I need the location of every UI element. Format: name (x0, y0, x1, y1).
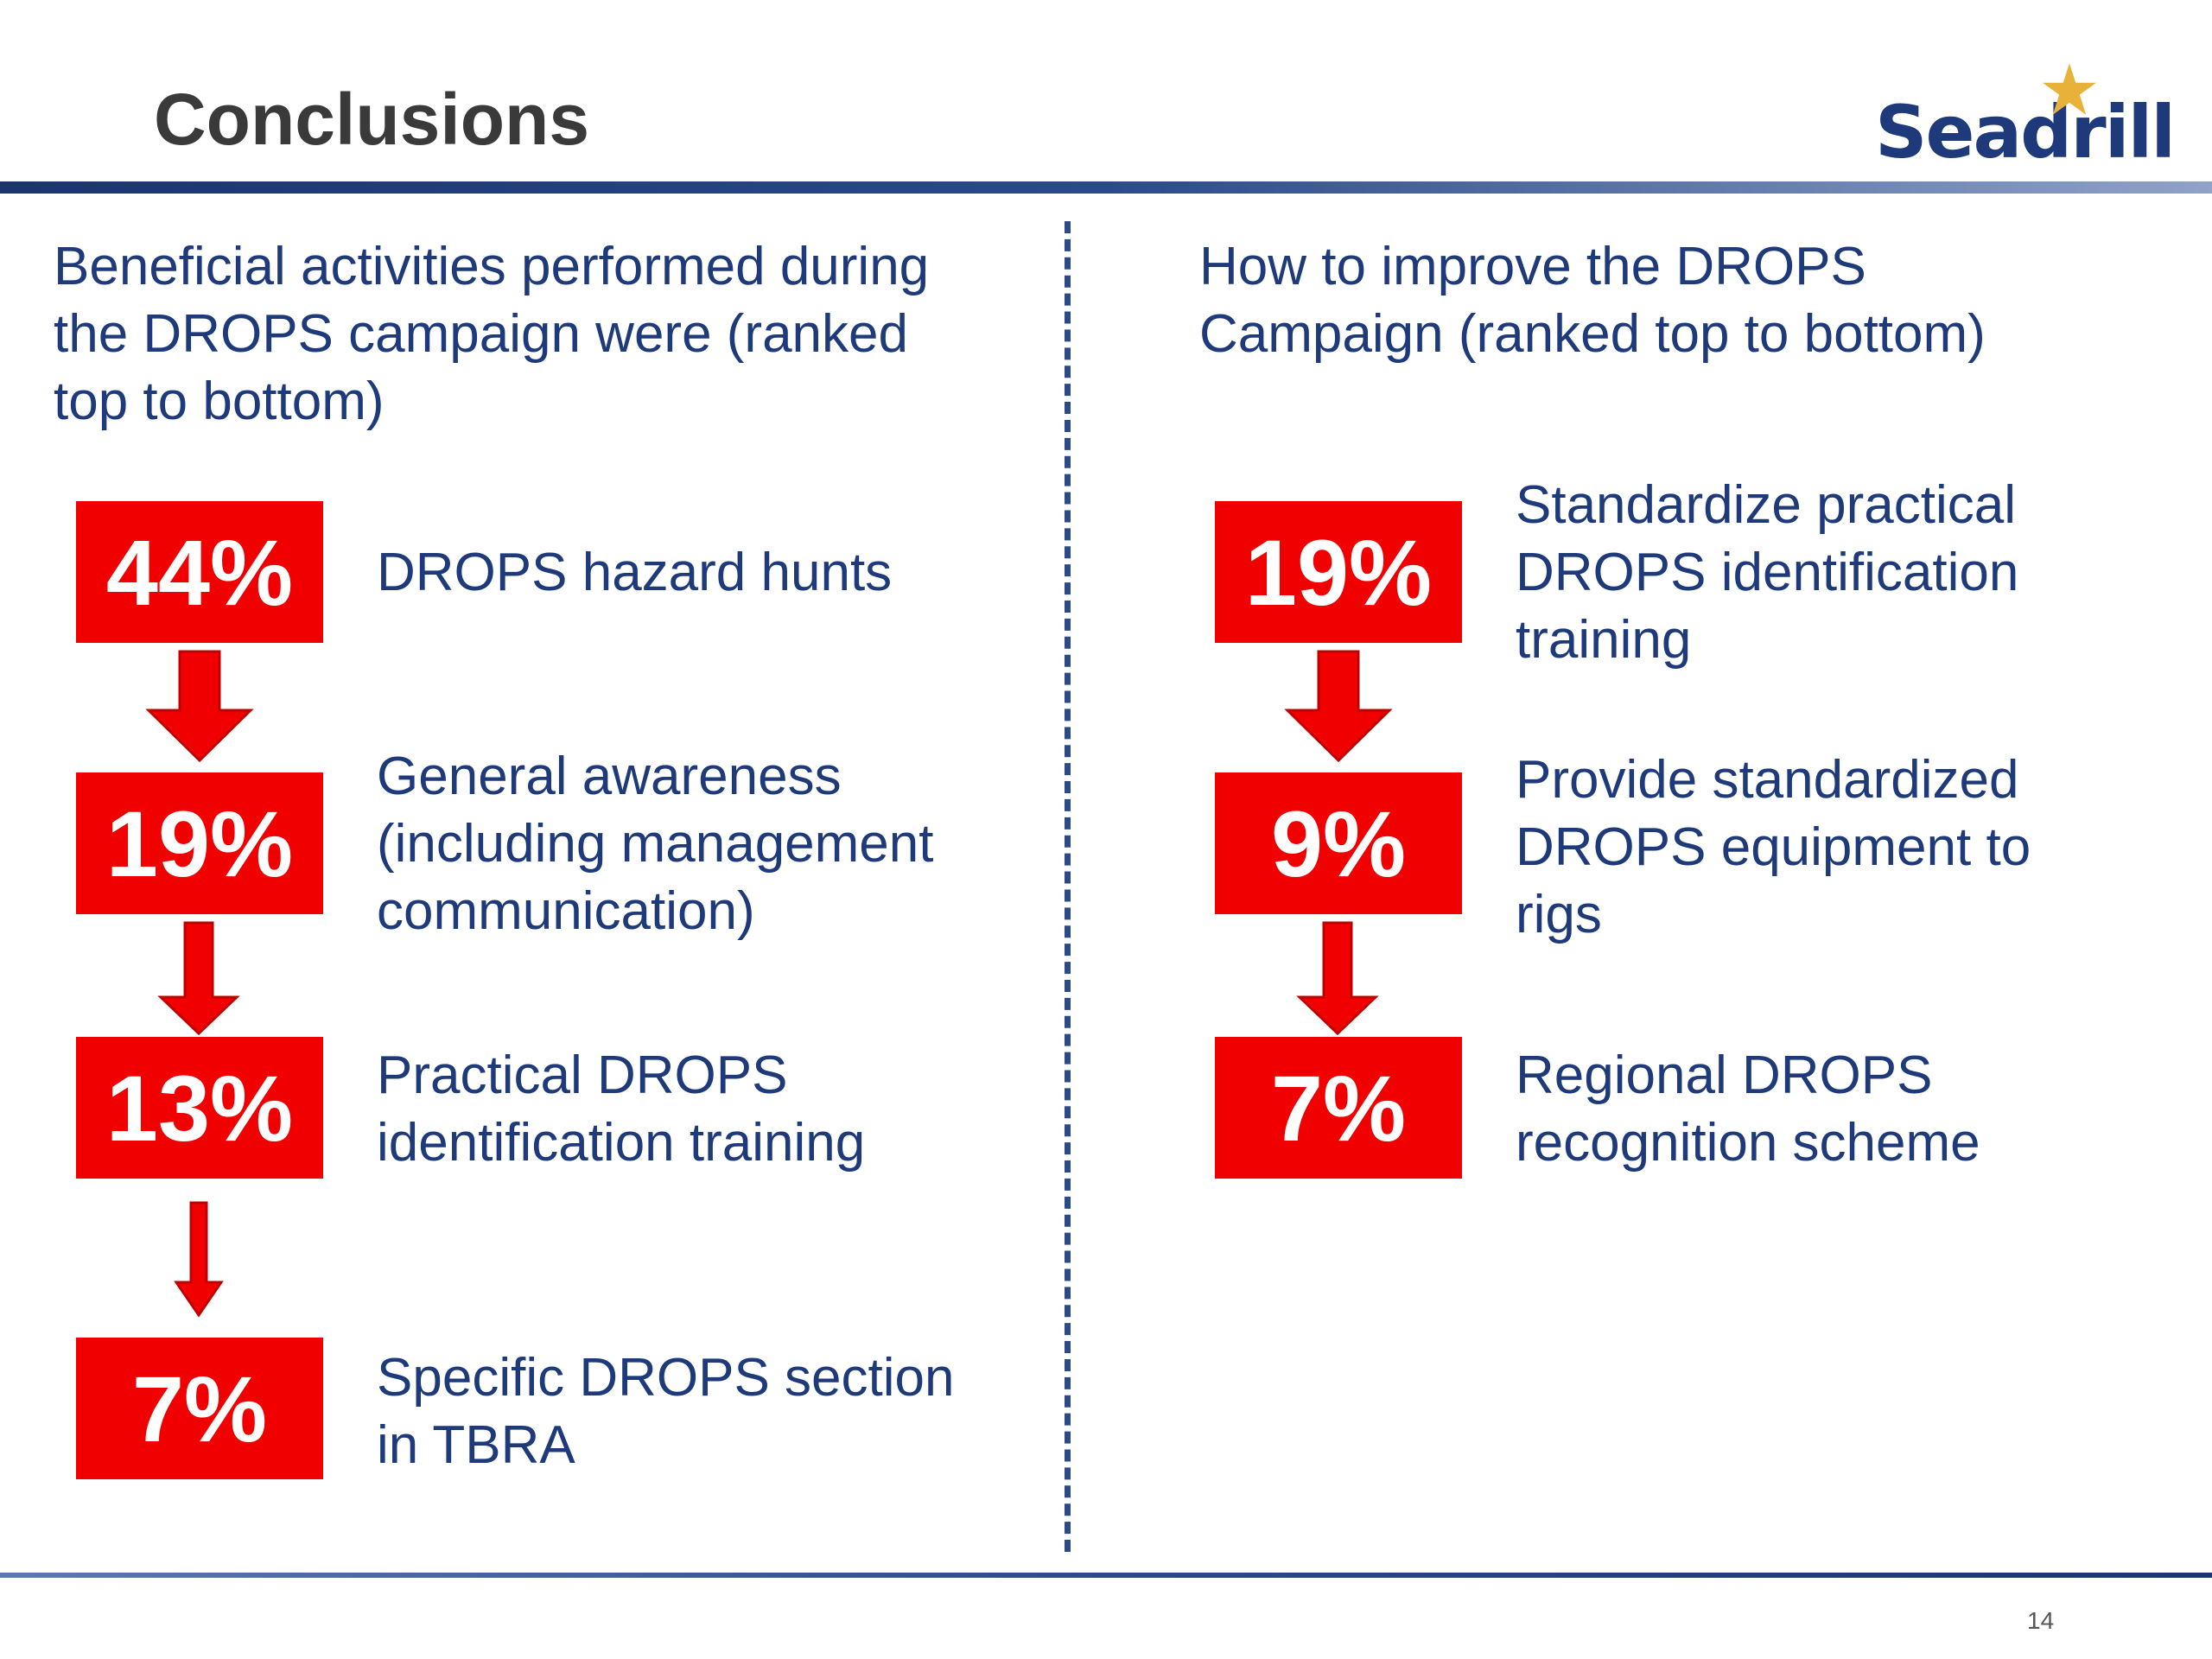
slide-title: Conclusions (154, 79, 590, 160)
down-arrow-icon (1296, 921, 1379, 1036)
right-item-1-label: Standardize practical DROPS identificati… (1516, 475, 2019, 670)
page-number: 14 (2027, 1607, 2055, 1634)
left-badge-1: 44% (76, 501, 323, 643)
right-badge-2: 9% (1215, 772, 1462, 914)
star-icon (2042, 63, 2097, 115)
down-arrow-icon (174, 1201, 224, 1318)
seadrill-logo: Seadrill (1866, 52, 2176, 181)
left-item-1-label: DROPS hazard hunts (377, 543, 893, 602)
right-item-2-label: Provide standardized DROPS equipment to … (1516, 750, 2031, 944)
left-badge-3: 13% (76, 1037, 323, 1179)
column-divider (1065, 221, 1071, 1552)
left-column-heading: Beneficial activities performed during t… (54, 237, 930, 431)
left-item-2-label: General awareness (including management … (377, 747, 934, 941)
down-arrow-icon (145, 650, 254, 763)
left-item-3-label: Practical DROPS identification training (377, 1046, 866, 1173)
left-item-4-label: Specific DROPS section in TBRA (377, 1348, 955, 1475)
left-badge-4: 7% (76, 1338, 323, 1479)
down-arrow-icon (1284, 650, 1393, 763)
left-badge-2: 19% (76, 772, 323, 914)
right-badge-3: 7% (1215, 1037, 1462, 1179)
right-item-3-label: Regional DROPS recognition scheme (1516, 1046, 1980, 1173)
footer-rule (0, 1573, 2212, 1578)
right-badge-1: 19% (1215, 501, 1462, 643)
header-rule (0, 181, 2212, 194)
logo-text: Seadrill (1875, 90, 2176, 175)
right-column-heading: How to improve the DROPS Campaign (ranke… (1199, 237, 1986, 364)
down-arrow-icon (157, 921, 240, 1036)
